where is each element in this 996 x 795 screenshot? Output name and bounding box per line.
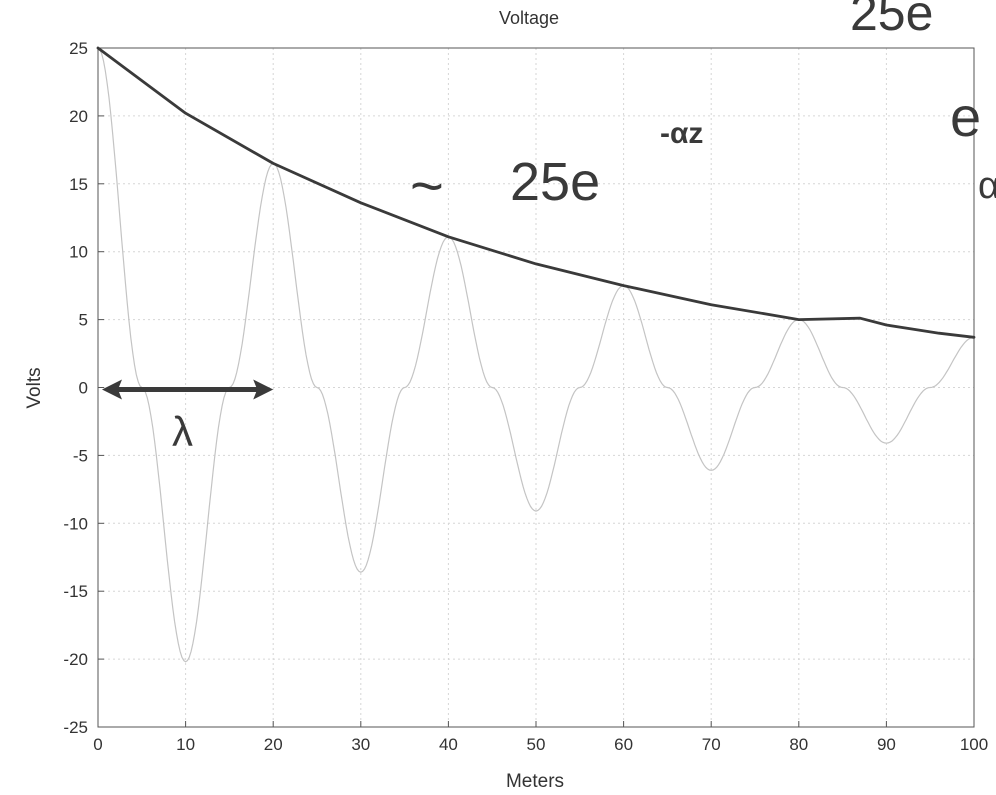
- envelope-curve: [96, 46, 976, 339]
- envelope-label-main: 25e: [510, 152, 600, 212]
- y-tick-label: 25: [69, 39, 88, 58]
- margin-scribble-bottom: α: [978, 165, 996, 207]
- voltage-wave-line: [97, 47, 975, 663]
- x-tick-label: 90: [877, 735, 896, 754]
- x-axis-ticks: 0 10 20 30 40 50 60 70 80 90 100: [93, 721, 988, 754]
- wavelength-arrow-left-head: [102, 379, 122, 400]
- chart-title: Voltage: [499, 8, 559, 28]
- x-axis-label: Meters: [506, 771, 564, 792]
- wavelength-arrow-right-head: [253, 379, 274, 400]
- x-tick-label: 0: [93, 735, 102, 754]
- y-tick-label: -5: [73, 446, 88, 465]
- y-tick-label: -25: [63, 718, 88, 737]
- y-axis-ticks: 25 20 15 10 5 0 -5 -10 -15 -20 -25: [63, 39, 104, 737]
- x-tick-label: 60: [614, 735, 633, 754]
- y-tick-label: -10: [63, 514, 88, 533]
- x-tick-label: 40: [439, 735, 458, 754]
- x-tick-label: 70: [702, 735, 721, 754]
- x-tick-label: 10: [176, 735, 195, 754]
- margin-scribble-top: 25e: [850, 0, 933, 41]
- y-tick-label: 20: [69, 107, 88, 126]
- x-tick-label: 80: [789, 735, 808, 754]
- envelope-label-prefix: ~: [410, 154, 444, 219]
- envelope-label-exponent: -αz: [660, 117, 703, 150]
- y-tick-label: 15: [69, 175, 88, 194]
- y-tick-label: -20: [63, 650, 88, 669]
- x-tick-label: 20: [264, 735, 283, 754]
- y-axis-label: Volts: [24, 367, 45, 408]
- y-tick-label: 10: [69, 243, 88, 262]
- x-tick-label: 100: [960, 735, 988, 754]
- margin-scribble-middle: e: [950, 85, 981, 148]
- x-tick-label: 50: [527, 735, 546, 754]
- wavelength-label: λ: [172, 408, 193, 455]
- handwritten-annotations: ~ 25e -αz λ 25e e α: [96, 0, 996, 455]
- y-tick-label: -15: [63, 582, 88, 601]
- grid: [97, 47, 975, 728]
- y-tick-label: 0: [79, 379, 88, 398]
- x-tick-label: 30: [351, 735, 370, 754]
- y-tick-label: 5: [79, 311, 88, 330]
- wavelength-arrow: [102, 379, 274, 400]
